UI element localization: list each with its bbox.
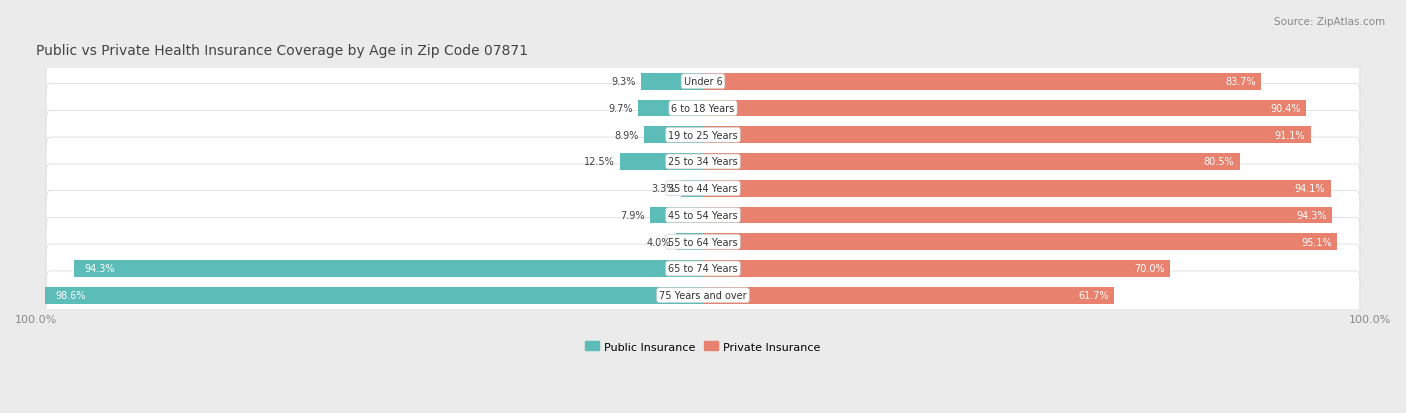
Bar xyxy=(651,207,703,224)
Bar xyxy=(703,154,1240,170)
Text: 98.6%: 98.6% xyxy=(55,290,86,301)
Bar xyxy=(703,74,1261,90)
Text: 19 to 25 Years: 19 to 25 Years xyxy=(668,131,738,140)
Bar xyxy=(641,74,703,90)
Bar xyxy=(676,234,703,250)
Text: 90.4%: 90.4% xyxy=(1270,104,1301,114)
FancyBboxPatch shape xyxy=(46,244,1360,293)
Text: Source: ZipAtlas.com: Source: ZipAtlas.com xyxy=(1274,17,1385,26)
Legend: Public Insurance, Private Insurance: Public Insurance, Private Insurance xyxy=(581,337,825,356)
Text: 94.3%: 94.3% xyxy=(84,264,115,274)
Text: 83.7%: 83.7% xyxy=(1225,77,1256,87)
Bar xyxy=(703,127,1310,144)
Text: 45 to 54 Years: 45 to 54 Years xyxy=(668,211,738,221)
FancyBboxPatch shape xyxy=(46,58,1360,106)
Bar xyxy=(703,207,1331,224)
Text: 6 to 18 Years: 6 to 18 Years xyxy=(672,104,734,114)
Bar xyxy=(703,100,1306,117)
Bar xyxy=(75,261,703,277)
Text: 12.5%: 12.5% xyxy=(583,157,614,167)
FancyBboxPatch shape xyxy=(46,138,1360,186)
Bar xyxy=(45,287,703,304)
Text: Under 6: Under 6 xyxy=(683,77,723,87)
Bar xyxy=(703,180,1330,197)
Text: 35 to 44 Years: 35 to 44 Years xyxy=(668,184,738,194)
Text: 3.3%: 3.3% xyxy=(651,184,676,194)
Text: 8.9%: 8.9% xyxy=(614,131,638,140)
Bar xyxy=(644,127,703,144)
Text: 70.0%: 70.0% xyxy=(1133,264,1164,274)
Text: 7.9%: 7.9% xyxy=(620,211,645,221)
Text: 25 to 34 Years: 25 to 34 Years xyxy=(668,157,738,167)
FancyBboxPatch shape xyxy=(46,271,1360,320)
Text: Public vs Private Health Insurance Coverage by Age in Zip Code 07871: Public vs Private Health Insurance Cover… xyxy=(37,44,529,58)
Text: 9.3%: 9.3% xyxy=(612,77,636,87)
FancyBboxPatch shape xyxy=(46,111,1360,160)
FancyBboxPatch shape xyxy=(46,191,1360,240)
Text: 9.7%: 9.7% xyxy=(609,104,633,114)
Bar xyxy=(638,100,703,117)
Text: 94.1%: 94.1% xyxy=(1295,184,1326,194)
Text: 65 to 74 Years: 65 to 74 Years xyxy=(668,264,738,274)
Bar xyxy=(681,180,703,197)
Text: 94.3%: 94.3% xyxy=(1296,211,1326,221)
FancyBboxPatch shape xyxy=(46,84,1360,133)
Bar xyxy=(620,154,703,170)
Text: 55 to 64 Years: 55 to 64 Years xyxy=(668,237,738,247)
Text: 61.7%: 61.7% xyxy=(1078,290,1109,301)
FancyBboxPatch shape xyxy=(46,218,1360,266)
Text: 91.1%: 91.1% xyxy=(1275,131,1305,140)
FancyBboxPatch shape xyxy=(46,164,1360,213)
Text: 80.5%: 80.5% xyxy=(1204,157,1234,167)
Bar xyxy=(703,287,1115,304)
Text: 4.0%: 4.0% xyxy=(647,237,671,247)
Bar xyxy=(703,234,1337,250)
Bar xyxy=(703,261,1170,277)
Text: 75 Years and over: 75 Years and over xyxy=(659,290,747,301)
Text: 95.1%: 95.1% xyxy=(1301,237,1331,247)
